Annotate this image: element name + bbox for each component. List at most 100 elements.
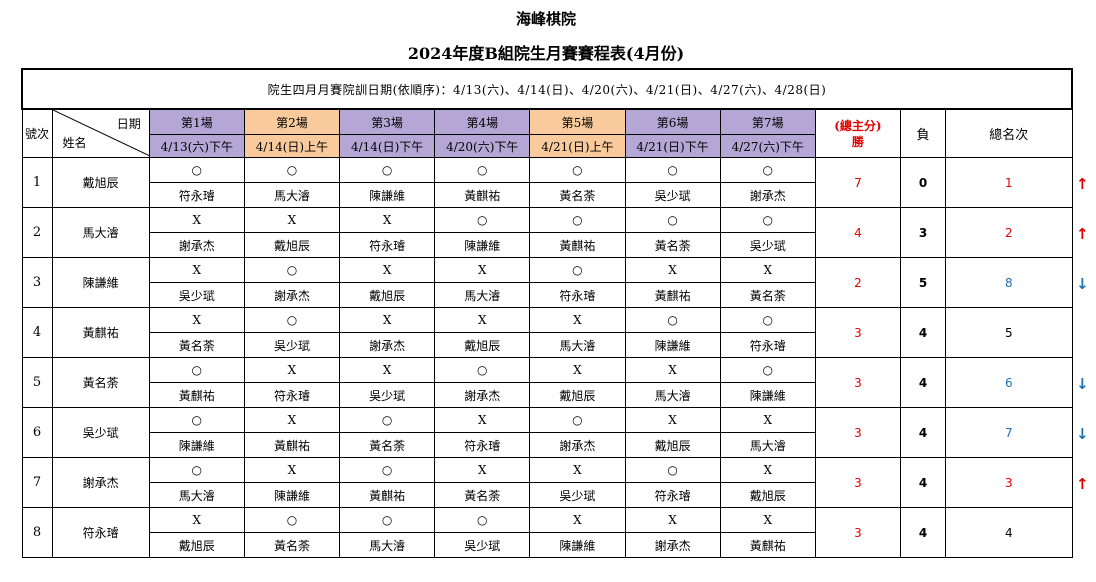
round-6-date: 4/21(日)下午 bbox=[624, 134, 721, 158]
overall-rank: 8 bbox=[945, 257, 1073, 308]
game-result: X bbox=[339, 207, 436, 233]
date-name-header: 日期 姓名 bbox=[51, 108, 150, 158]
round-2-date: 4/14(日)上午 bbox=[243, 134, 341, 158]
round-4-header: 第4場 bbox=[434, 108, 531, 135]
round-5-date: 4/21(日)上午 bbox=[529, 134, 626, 158]
overall-rank: 7 bbox=[945, 407, 1073, 458]
rank-trend-arrow: ↑ bbox=[1076, 174, 1089, 193]
game-result: ○ bbox=[719, 357, 816, 383]
game-result: X bbox=[719, 407, 816, 433]
total-losses: 5 bbox=[899, 257, 947, 308]
game-result: ○ bbox=[624, 207, 721, 233]
opponent-name: 黃麒祐 bbox=[148, 382, 245, 408]
game-result: X bbox=[624, 357, 721, 383]
game-result: ○ bbox=[529, 407, 626, 433]
rank-trend-arrow: ↑ bbox=[1076, 224, 1089, 243]
game-result: ○ bbox=[148, 457, 245, 483]
game-result: X bbox=[434, 307, 531, 333]
game-result: X bbox=[529, 457, 626, 483]
game-result: X bbox=[529, 507, 626, 533]
game-result: X bbox=[719, 507, 816, 533]
player-number: 2 bbox=[21, 207, 53, 258]
game-result: ○ bbox=[529, 207, 626, 233]
game-result: ○ bbox=[434, 357, 531, 383]
opponent-name: 馬大濬 bbox=[719, 432, 816, 458]
game-result: ○ bbox=[719, 157, 816, 183]
game-result: X bbox=[339, 257, 436, 283]
game-result: X bbox=[243, 207, 341, 233]
total-losses: 0 bbox=[899, 157, 947, 208]
game-result: ○ bbox=[339, 507, 436, 533]
player-row: 1 戴旭辰 ○ ○ ○ ○ ○ ○ ○ 7 0 1 bbox=[21, 157, 1073, 208]
player-name: 戴旭辰 bbox=[51, 157, 150, 208]
opponent-name: 符永璿 bbox=[339, 232, 436, 258]
game-result: X bbox=[148, 507, 245, 533]
player-row: 7 謝承杰 ○ X ○ X X ○ X 3 4 3 bbox=[21, 457, 1073, 508]
round-1-date: 4/13(六)下午 bbox=[148, 134, 245, 158]
opponent-name: 戴旭辰 bbox=[624, 432, 721, 458]
opponent-name: 黃名荼 bbox=[719, 282, 816, 308]
game-result: X bbox=[339, 357, 436, 383]
opponent-name: 黃麒祐 bbox=[624, 282, 721, 308]
rank-trend-arrow: ↑ bbox=[1076, 474, 1089, 493]
game-result: ○ bbox=[148, 357, 245, 383]
player-number: 5 bbox=[21, 357, 53, 408]
total-losses: 4 bbox=[899, 507, 947, 558]
opponent-name: 謝承杰 bbox=[339, 332, 436, 358]
player-name: 符永璿 bbox=[51, 507, 150, 558]
opponent-name: 陳謙維 bbox=[243, 482, 341, 508]
opponent-name: 黃麒祐 bbox=[529, 232, 626, 258]
schedule-title: 2024年度B組院生月賽賽程表(4月份) bbox=[407, 44, 685, 63]
total-losses: 4 bbox=[899, 407, 947, 458]
total-wins: 3 bbox=[814, 457, 901, 508]
game-result: ○ bbox=[529, 257, 626, 283]
player-number: 4 bbox=[21, 307, 53, 358]
opponent-name: 符永璿 bbox=[148, 182, 245, 208]
game-result: X bbox=[624, 407, 721, 433]
game-result: X bbox=[529, 307, 626, 333]
game-result: ○ bbox=[434, 207, 531, 233]
opponent-name: 吳少珷 bbox=[434, 532, 531, 558]
overall-rank: 5 bbox=[945, 307, 1073, 358]
name-label: 姓名 bbox=[62, 136, 87, 150]
game-result: ○ bbox=[148, 157, 245, 183]
wins-header-line1: (總主分) bbox=[834, 118, 882, 133]
game-result: ○ bbox=[339, 457, 436, 483]
opponent-name: 陳謙維 bbox=[624, 332, 721, 358]
game-result: X bbox=[243, 357, 341, 383]
game-result: X bbox=[434, 407, 531, 433]
opponent-name: 黃名荼 bbox=[434, 482, 531, 508]
opponent-name: 符永璿 bbox=[719, 332, 816, 358]
player-name: 吳少珷 bbox=[51, 407, 150, 458]
game-result: ○ bbox=[624, 307, 721, 333]
player-number: 8 bbox=[21, 507, 53, 558]
opponent-name: 謝承杰 bbox=[434, 382, 531, 408]
opponent-name: 馬大濬 bbox=[148, 482, 245, 508]
game-result: ○ bbox=[339, 157, 436, 183]
overall-rank: 4 bbox=[945, 507, 1073, 558]
overall-rank: 6 bbox=[945, 357, 1073, 408]
total-losses: 4 bbox=[899, 457, 947, 508]
player-name: 陳謙維 bbox=[51, 257, 150, 308]
opponent-name: 符永璿 bbox=[624, 482, 721, 508]
total-wins: 3 bbox=[814, 407, 901, 458]
total-losses: 4 bbox=[899, 357, 947, 408]
total-wins: 3 bbox=[814, 357, 901, 408]
game-result: ○ bbox=[434, 157, 531, 183]
total-wins: 3 bbox=[814, 507, 901, 558]
opponent-name: 馬大濬 bbox=[529, 332, 626, 358]
losses-header: 負 bbox=[899, 108, 947, 158]
player-number: 6 bbox=[21, 407, 53, 458]
round-4-date: 4/20(六)下午 bbox=[434, 134, 531, 158]
opponent-name: 戴旭辰 bbox=[719, 482, 816, 508]
game-result: ○ bbox=[148, 407, 245, 433]
game-result: X bbox=[434, 457, 531, 483]
total-losses: 3 bbox=[899, 207, 947, 258]
opponent-name: 陳謙維 bbox=[339, 182, 436, 208]
opponent-name: 戴旭辰 bbox=[243, 232, 341, 258]
opponent-name: 戴旭辰 bbox=[529, 382, 626, 408]
opponent-name: 陳謙維 bbox=[529, 532, 626, 558]
game-result: ○ bbox=[434, 507, 531, 533]
opponent-name: 符永璿 bbox=[434, 432, 531, 458]
opponent-name: 吳少珷 bbox=[719, 232, 816, 258]
